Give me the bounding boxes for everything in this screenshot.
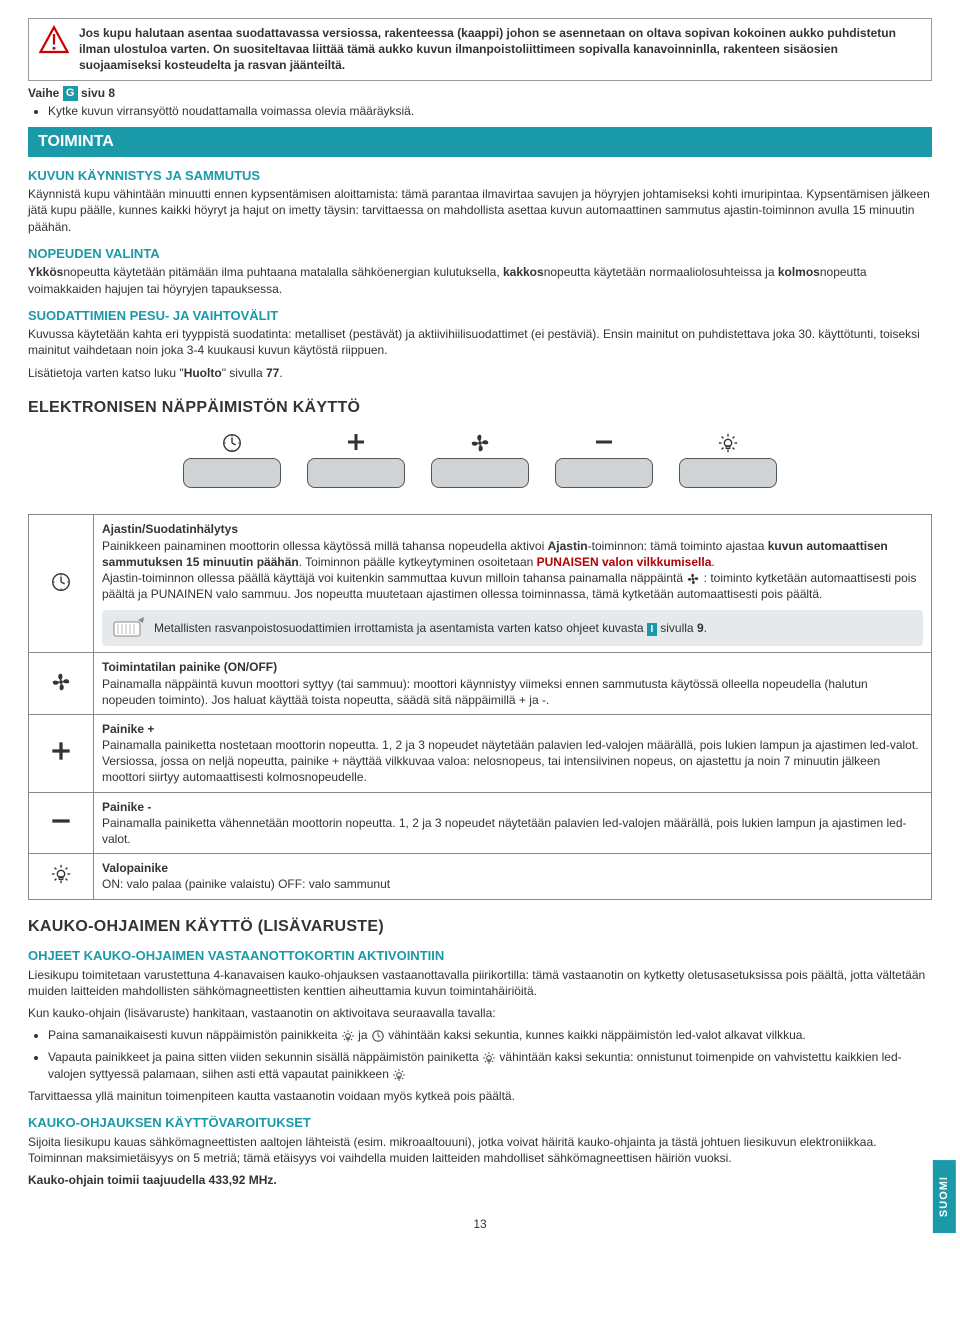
plus-icon [48,738,74,764]
remote-p3: Tarvittaessa yllä mainitun toimenpiteen … [28,1088,932,1104]
cell-minus-body: Painike - Painamalla painiketta vähennet… [94,792,932,854]
controls-table: Ajastin/Suodatinhälytys Painikkeen paina… [28,514,932,899]
startup-text: Käynnistä kupu vähintään minuutti ennen … [28,186,932,235]
filter-icon [112,616,144,640]
cell-light-icon [29,854,94,899]
remote-p1: Liesikupu toimitetaan varustettuna 4-kan… [28,967,932,999]
section-bar-toiminta: TOIMINTA [28,127,932,157]
remote-heading: KAUKO-OHJAIMEN KÄYTTÖ (LISÄVARUSTE) [28,916,932,938]
cell-timer-body: Ajastin/Suodatinhälytys Painikkeen paina… [94,515,932,653]
key-fan [431,428,529,488]
cell-plus-body: Painike + Painamalla painiketta nostetaa… [94,714,932,792]
row-timer: Ajastin/Suodatinhälytys Painikkeen paina… [29,515,932,653]
language-tab: SUOMI [933,1160,956,1233]
tip-box: Metallisten rasvanpoistosuodattimien irr… [102,610,923,646]
filters-text: Kuvussa käytetään kahta eri tyyppistä su… [28,326,932,358]
cell-minus-icon [29,792,94,854]
remote-sub1: OHJEET KAUKO-OHJAIMEN VASTAANOTTOKORTIN … [28,947,932,965]
row-plus: Painike + Painamalla painiketta nostetaa… [29,714,932,792]
heading-startup: KUVUN KÄYNNISTYS JA SAMMUTUS [28,167,932,185]
light-icon [717,432,739,454]
fan-icon [469,432,491,454]
fan-icon [50,671,72,693]
step-note-list: Kytke kuvun virransyöttö noudattamalla v… [28,103,932,119]
cell-onoff-body: Toimintatilan painike (ON/OFF) Painamall… [94,653,932,715]
plus-icon [344,430,368,454]
key-plus [307,428,405,488]
key-timer [183,428,281,488]
keypad-illustration [28,428,932,488]
minus-icon [48,808,74,834]
remote-p5: Kauko-ohjain toimii taajuudella 433,92 M… [28,1172,932,1188]
clock-icon [221,432,243,454]
cell-light-body: Valopainike ON: valo palaa (painike vala… [94,854,932,899]
remote-step-1: Paina samanaikaisesti kuvun näppäimistön… [48,1027,932,1043]
page-number: 13 [28,1216,932,1232]
step-note: Kytke kuvun virransyöttö noudattamalla v… [48,103,932,119]
heading-filters: SUODATTIMIEN PESU- JA VAIHTOVÄLIT [28,307,932,325]
remote-sub2: KAUKO-OHJAUKSEN KÄYTTÖVAROITUKSET [28,1114,932,1132]
remote-steps: Paina samanaikaisesti kuvun näppäimistön… [28,1027,932,1082]
remote-p2: Kun kauko-ohjain (lisävaruste) hankitaan… [28,1005,932,1021]
warning-text: Jos kupu halutaan asentaa suodattavassa … [79,25,921,74]
light-icon [50,863,72,885]
warning-icon [39,25,69,59]
cell-timer-icon [29,515,94,653]
clock-icon [50,571,72,593]
key-light [679,428,777,488]
key-minus [555,428,653,488]
remote-p4: Sijoita liesikupu kauas sähkömagneettist… [28,1134,932,1166]
light-icon [392,1068,406,1082]
cell-onoff-icon [29,653,94,715]
filters-ref: Lisätietoja varten katso luku "Huolto" s… [28,365,932,381]
fan-icon [686,572,700,586]
step-badge: G [63,86,78,101]
clock-icon [371,1029,385,1043]
warning-box: Jos kupu halutaan asentaa suodattavassa … [28,18,932,81]
keypad-heading: ELEKTRONISEN NÄPPÄIMISTÖN KÄYTTÖ [28,397,932,419]
heading-speed: NOPEUDEN VALINTA [28,245,932,263]
minus-icon [592,430,616,454]
tip-badge: I [647,623,657,636]
light-icon [482,1051,496,1065]
row-onoff: Toimintatilan painike (ON/OFF) Painamall… [29,653,932,715]
row-minus: Painike - Painamalla painiketta vähennet… [29,792,932,854]
light-icon [341,1029,355,1043]
step-reference: Vaihe G sivu 8 [28,85,932,101]
speed-text: Ykkösnopeutta käytetään pitämään ilma pu… [28,264,932,296]
cell-plus-icon [29,714,94,792]
remote-step-2: Vapauta painikkeet ja paina sitten viide… [48,1049,932,1081]
row-light: Valopainike ON: valo palaa (painike vala… [29,854,932,899]
